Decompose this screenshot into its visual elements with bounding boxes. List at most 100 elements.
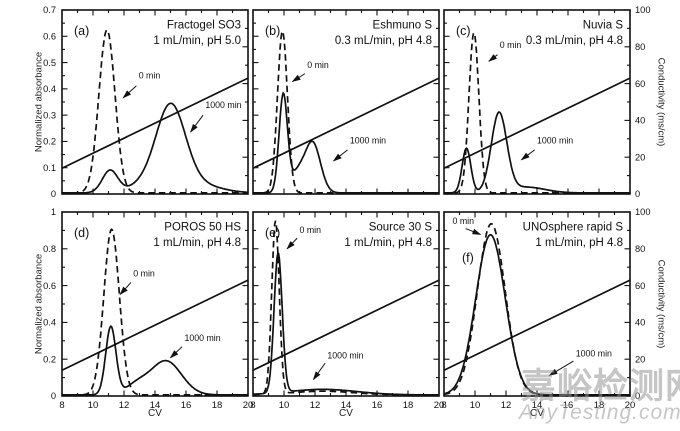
right-tick-label: 80	[635, 42, 645, 52]
axis-ticks	[252, 211, 440, 397]
panel-conditions: 1 mL/min, pH 5.0	[153, 35, 241, 47]
annotation-arrow	[488, 54, 498, 62]
panel-conditions: 0.3 mL/min, pH 4.8	[335, 35, 432, 47]
y-tick-label: 0.6	[43, 31, 56, 41]
x-tick-label: 10	[470, 400, 481, 411]
annotation-arrow	[190, 114, 204, 133]
x-tick-label: 18	[594, 400, 605, 411]
annotation-arrow	[291, 73, 306, 83]
right-tick-label: 0	[635, 189, 640, 199]
panel-title: POROS 50 HS	[164, 222, 241, 234]
y-tick-label: 0.8	[43, 244, 56, 254]
axis-ticks	[61, 211, 249, 397]
conductivity-line	[443, 279, 631, 372]
annotation-1000-min: 1000 min	[184, 333, 220, 343]
conductivity-line	[61, 279, 249, 372]
curve-1000-min	[444, 233, 630, 396]
curve-1000-min	[253, 251, 439, 396]
panel-tag: (d)	[74, 226, 89, 240]
panel-border	[252, 9, 440, 195]
annotation-arrow	[465, 228, 482, 235]
x-tick-label: 16	[563, 400, 574, 411]
x-tick-label: 10	[88, 400, 99, 411]
right-tick-label: 0	[635, 391, 640, 401]
right-tick-label: 40	[635, 318, 645, 328]
y-tick-label: 0.2	[43, 354, 56, 364]
panel-conditions: 1 mL/min, pH 4.8	[535, 237, 623, 249]
annotation-1000-min: 1000 min	[537, 136, 573, 146]
x-axis-label-cv-2: CV	[339, 408, 353, 419]
panel--f-: 0 min 1000 min (f) UNOsphere rapid S 1 mL/mi…	[441, 207, 650, 411]
panel-conditions: 1 mL/min, pH 4.8	[153, 237, 241, 249]
panel-tag: (a)	[74, 24, 89, 38]
x-tick-label: 14	[341, 400, 352, 411]
annotation-arrow	[520, 149, 535, 161]
x-tick-label: 12	[119, 400, 130, 411]
x-tick-label: 10	[279, 400, 290, 411]
panel-title: Source 30 S	[369, 222, 433, 234]
panel-title: Nuvia S	[583, 20, 624, 32]
right-tick-label: 40	[635, 116, 645, 126]
right-tick-label: 20	[635, 354, 645, 364]
panel--a-: 0 min 1000 min (a) Fractogel SO3 1 mL/min, p…	[43, 5, 249, 199]
annotation-arrow	[312, 362, 326, 381]
annotation-1000-min: 1000 min	[327, 350, 363, 360]
annotation-arrow	[286, 237, 298, 250]
panel-title: Fractogel SO3	[167, 20, 241, 32]
x-axis-label-cv-3: CV	[530, 408, 544, 419]
panel--d-: 0 min 1000 min (d) POROS 50 HS 1 mL/min, pH …	[43, 207, 253, 411]
right-tick-label: 20	[635, 152, 645, 162]
x-tick-label: 8	[441, 400, 446, 411]
y-tick-label: 0.5	[43, 58, 56, 68]
panel--c-: 0 min 1000 min (c) Nuvia S 0.3 mL/min, pH 4.…	[443, 5, 651, 199]
right-tick-label: 100	[635, 5, 651, 15]
right-tick-label: 80	[635, 244, 645, 254]
x-tick-label: 14	[532, 400, 543, 411]
y-axis-label-left-bottom: Normalized absorbance	[33, 253, 45, 355]
y-axis-label-right-top: Conductivity (ms/cm)	[655, 57, 667, 147]
annotation-1000-min: 1000 min	[205, 100, 241, 110]
y-tick-label: 0.7	[43, 5, 56, 15]
watermark-cjk: 嘉峪检测网	[521, 367, 680, 406]
panel--b-: 0 min 1000 min (b) Eshmuno S 0.3 mL/min, pH …	[252, 9, 440, 195]
y-tick-label: 0	[51, 189, 56, 199]
annotation-0-min: 0 min	[300, 225, 322, 235]
y-tick-label: 0.3	[43, 110, 56, 120]
curve-1000-min	[444, 111, 630, 194]
y-tick-label: 0.2	[43, 137, 56, 147]
right-tick-label: 60	[635, 79, 645, 89]
annotation-0-min: 0 min	[500, 40, 522, 50]
x-tick-label: 20	[243, 400, 254, 411]
annotation-arrow	[548, 360, 574, 376]
curve-0-min	[253, 28, 439, 194]
annotation-arrow	[169, 346, 183, 359]
annotation-0-min: 0 min	[133, 268, 155, 278]
annotation-0-min: 0 min	[453, 216, 475, 226]
x-axis-label-cv-1: CV	[148, 408, 162, 419]
x-tick-label: 18	[212, 400, 223, 411]
x-tick-label: 16	[181, 400, 192, 411]
annotation-arrow	[122, 85, 137, 99]
y-axis-label-right-bottom: Conductivity (ms/cm)	[655, 259, 667, 349]
x-tick-label: 18	[403, 400, 414, 411]
curve-1000-min	[62, 102, 248, 194]
panel-border	[252, 211, 440, 397]
axis-ticks	[443, 9, 631, 195]
x-tick-label: 20	[625, 400, 636, 411]
y-tick-label: 1	[51, 207, 56, 217]
panel-title: Eshmuno S	[373, 20, 433, 32]
panel--e-: 0 min 1000 min (e) Source 30 S 1 mL/min, pH …	[250, 211, 444, 411]
watermark-site: AnyTesting.com	[519, 401, 680, 424]
x-tick-label: 12	[310, 400, 321, 411]
panel-tag: (e)	[265, 226, 280, 240]
panel-tag: (f)	[462, 251, 474, 265]
annotation-0-min: 0 min	[139, 70, 161, 80]
x-tick-label: 8	[59, 400, 64, 411]
conductivity-line	[443, 77, 631, 170]
x-tick-label: 14	[150, 400, 161, 411]
axis-ticks	[252, 9, 440, 195]
conductivity-line	[61, 77, 249, 170]
annotation-arrow	[119, 282, 132, 296]
y-axis-label-left-top: Normalized absorbance	[33, 51, 45, 153]
